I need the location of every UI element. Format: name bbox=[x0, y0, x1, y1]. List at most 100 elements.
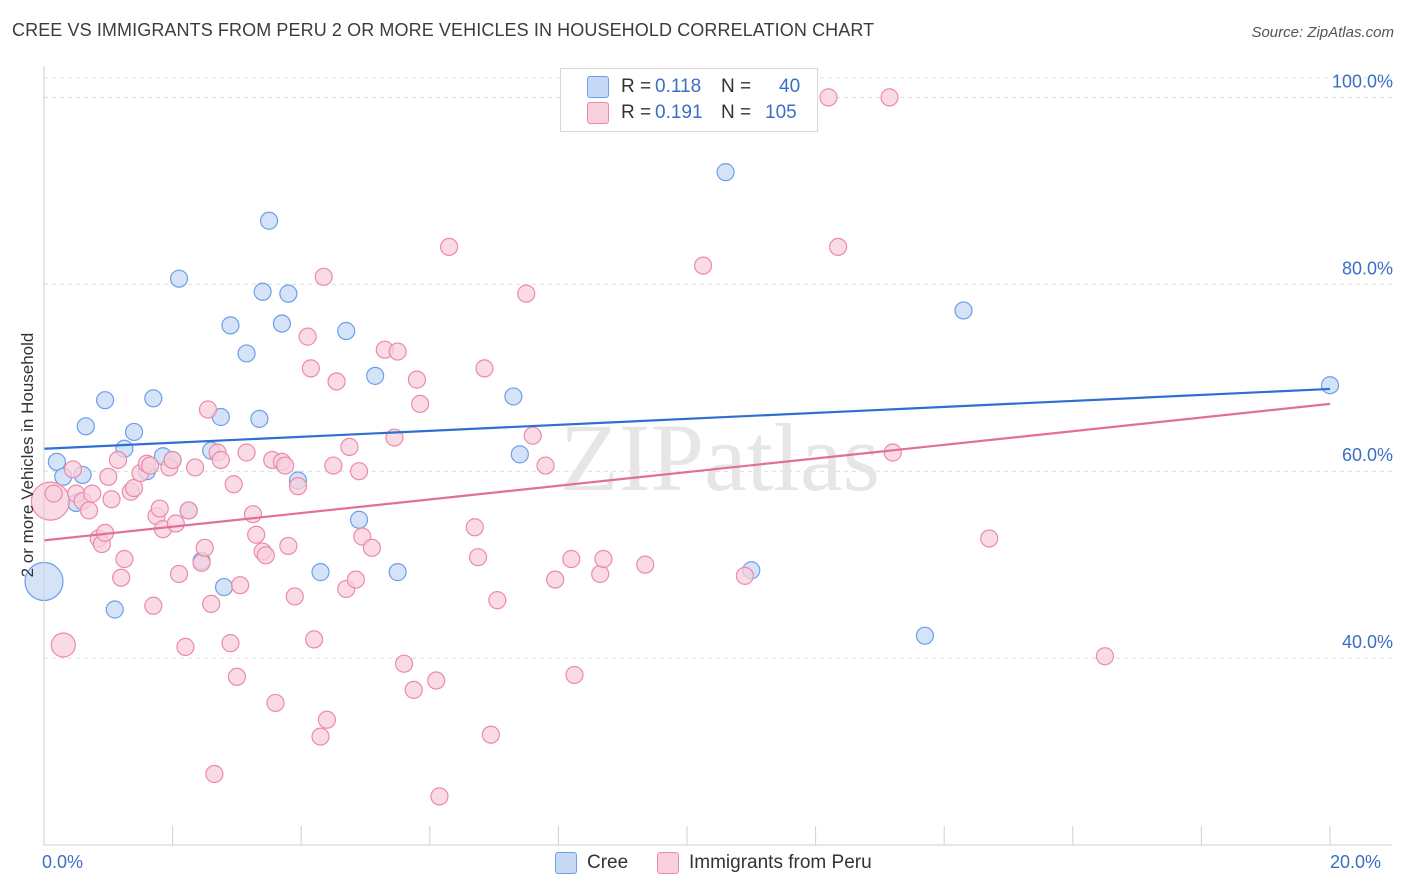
data-point bbox=[279, 536, 298, 556]
legend-n-label: N = bbox=[721, 102, 752, 123]
data-point bbox=[150, 499, 169, 518]
data-point bbox=[430, 787, 449, 806]
data-point bbox=[231, 576, 250, 595]
trend-lines bbox=[43, 387, 1331, 542]
data-point bbox=[317, 710, 337, 729]
data-point bbox=[124, 422, 144, 442]
x-tick-max: 20.0% bbox=[1330, 852, 1382, 872]
data-point bbox=[256, 546, 275, 565]
correlation-legend: R = 0.118 N = 40 R = 0.191 N = 105 bbox=[560, 68, 818, 132]
data-point bbox=[285, 587, 304, 606]
legend-swatch-cree bbox=[555, 852, 577, 874]
data-point bbox=[298, 327, 317, 346]
data-point bbox=[108, 450, 128, 470]
data-point bbox=[404, 680, 423, 699]
data-point bbox=[124, 478, 144, 498]
legend-swatch-cree bbox=[587, 76, 609, 98]
data-point bbox=[83, 484, 102, 503]
data-point bbox=[362, 538, 382, 557]
data-point bbox=[880, 88, 899, 107]
data-point bbox=[202, 594, 221, 613]
data-point bbox=[591, 564, 610, 584]
data-point bbox=[346, 570, 365, 589]
legend-r-value: 0.118 bbox=[655, 76, 702, 97]
data-point bbox=[95, 391, 115, 410]
series-legend: Cree Immigrants from Peru bbox=[0, 852, 1406, 878]
data-point bbox=[144, 389, 163, 408]
data-point bbox=[314, 267, 333, 286]
y-tick-label: 40.0% bbox=[1342, 632, 1393, 652]
data-point bbox=[366, 366, 385, 385]
legend-label-cree: Cree bbox=[587, 852, 629, 873]
data-point bbox=[50, 632, 76, 658]
data-point bbox=[102, 490, 121, 509]
data-point bbox=[565, 665, 584, 685]
data-point bbox=[198, 400, 218, 419]
data-point bbox=[163, 450, 182, 470]
gridlines bbox=[44, 77, 1392, 659]
legend-n-label: N = bbox=[721, 76, 752, 97]
x-tick-min: 0.0% bbox=[42, 852, 84, 872]
data-point bbox=[439, 237, 459, 257]
data-point bbox=[44, 484, 63, 503]
data-point bbox=[394, 654, 414, 673]
legend-r-value: 0.191 bbox=[655, 102, 703, 123]
y-axis-label: 2 or more Vehicles in Household bbox=[18, 332, 37, 578]
data-point bbox=[883, 443, 902, 462]
axes bbox=[43, 66, 1392, 846]
data-point bbox=[819, 88, 838, 107]
data-point bbox=[250, 409, 269, 428]
data-point bbox=[115, 549, 134, 569]
data-point bbox=[1320, 376, 1340, 395]
chart-title: CREE VS IMMIGRANTS FROM PERU 2 OR MORE V… bbox=[12, 20, 875, 40]
data-point bbox=[259, 211, 279, 230]
legend-item-cree[interactable]: Cree bbox=[555, 852, 628, 874]
data-point bbox=[243, 505, 263, 524]
data-point bbox=[546, 570, 565, 589]
data-point bbox=[166, 514, 185, 533]
data-point bbox=[517, 284, 536, 303]
data-point bbox=[79, 501, 99, 520]
legend-item-peru[interactable]: Immigrants from Peru bbox=[657, 852, 872, 874]
data-point bbox=[105, 600, 124, 619]
data-point bbox=[324, 456, 343, 475]
data-point bbox=[179, 501, 198, 520]
legend-n-value: 40 bbox=[779, 76, 801, 97]
data-point bbox=[63, 460, 83, 479]
legend-swatch-peru bbox=[657, 852, 679, 874]
data-point bbox=[186, 458, 205, 477]
data-point bbox=[195, 538, 214, 557]
data-point bbox=[311, 563, 330, 582]
y-tick-labels: 40.0% 60.0% 80.0% 100.0% bbox=[1332, 71, 1393, 652]
data-point bbox=[221, 316, 240, 335]
legend-r-label: R = bbox=[621, 76, 652, 97]
data-point bbox=[636, 555, 655, 574]
data-point bbox=[214, 577, 234, 597]
data-point bbox=[488, 591, 507, 610]
legend-r-label: R = bbox=[621, 102, 652, 123]
data-point bbox=[411, 394, 430, 414]
source-label: Source: ZipAtlas.com bbox=[1251, 24, 1394, 41]
data-point bbox=[349, 462, 369, 481]
data-point bbox=[169, 269, 189, 288]
data-point bbox=[221, 634, 240, 653]
data-point bbox=[304, 630, 324, 649]
data-point bbox=[510, 445, 529, 464]
legend-swatch-peru bbox=[587, 102, 609, 124]
data-point bbox=[253, 282, 272, 301]
data-point bbox=[224, 475, 243, 494]
data-point bbox=[980, 529, 999, 548]
data-point bbox=[693, 256, 713, 275]
data-point bbox=[227, 667, 246, 686]
data-point bbox=[468, 548, 488, 567]
data-point bbox=[266, 693, 285, 713]
data-point bbox=[76, 417, 95, 436]
data-point bbox=[279, 284, 298, 303]
data-point bbox=[112, 568, 131, 587]
series-peru bbox=[30, 88, 1115, 806]
data-point bbox=[427, 671, 446, 690]
trend-line-peru bbox=[43, 402, 1331, 542]
data-point bbox=[327, 372, 346, 391]
data-point bbox=[716, 163, 735, 182]
